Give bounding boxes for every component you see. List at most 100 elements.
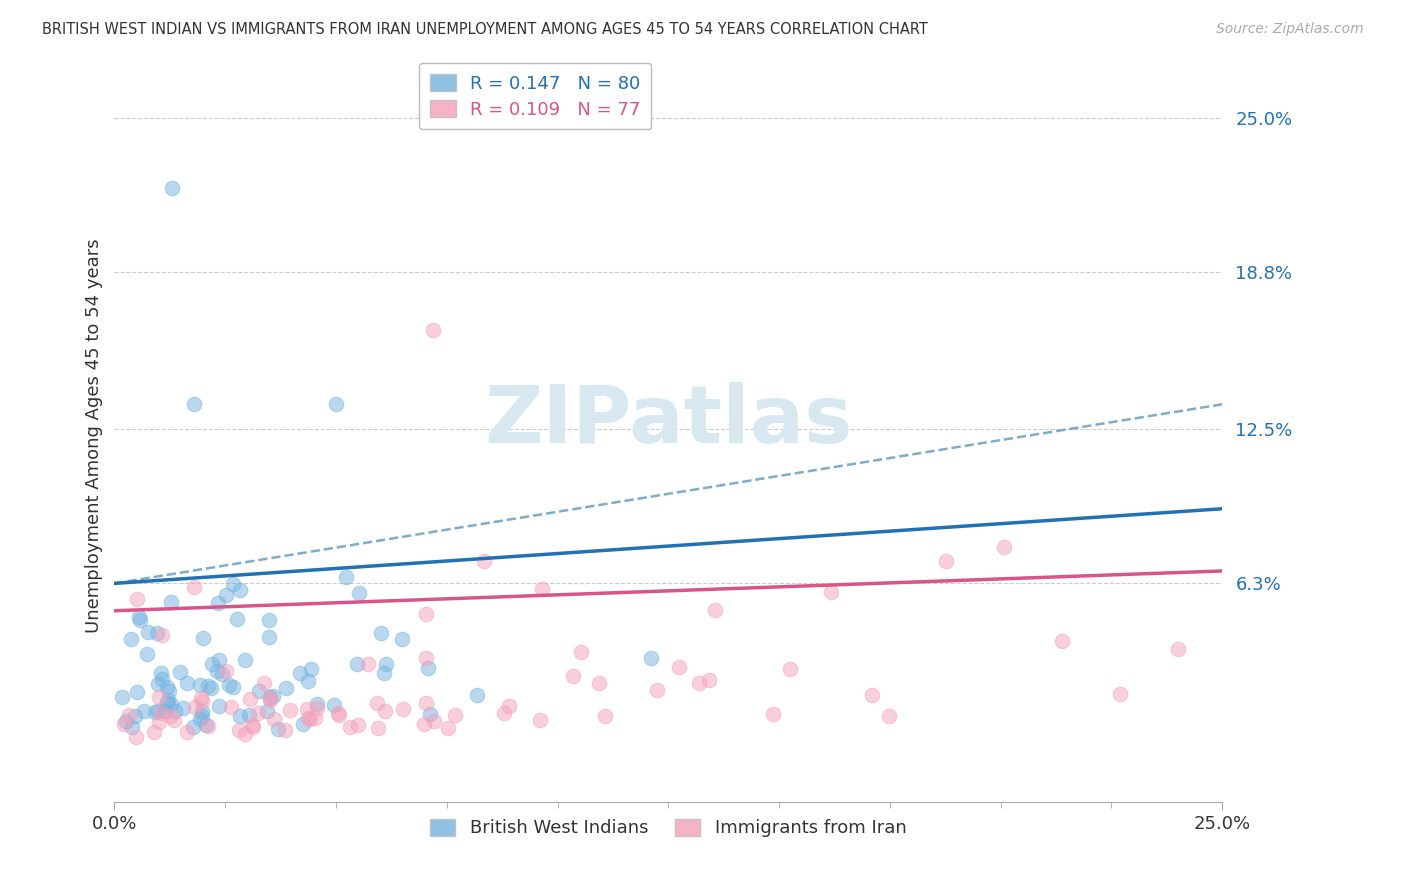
Point: [419, 706, 441, 721]
Point: [208, 653, 231, 667]
Point: [347, 585, 370, 599]
Point: [156, 680, 179, 694]
Point: [128, 610, 150, 624]
Point: [172, 701, 194, 715]
Point: [235, 653, 257, 667]
Point: [339, 720, 361, 734]
Point: [529, 713, 551, 727]
Point: [195, 718, 218, 732]
Point: [259, 690, 281, 705]
Point: [304, 711, 326, 725]
Point: [588, 675, 610, 690]
Point: [228, 582, 250, 597]
Point: [1109, 687, 1132, 701]
Point: [645, 683, 668, 698]
Point: [222, 577, 245, 591]
Point: [146, 704, 169, 718]
Point: [201, 657, 224, 672]
Point: [176, 675, 198, 690]
Point: [415, 696, 437, 710]
Point: [205, 665, 228, 679]
Point: [697, 673, 720, 687]
Point: [325, 397, 347, 411]
Point: [183, 580, 205, 594]
Point: [278, 702, 301, 716]
Point: [415, 650, 437, 665]
Point: [127, 685, 149, 699]
Point: [191, 704, 214, 718]
Point: [247, 706, 270, 721]
Point: [215, 665, 238, 679]
Point: [155, 704, 177, 718]
Point: [159, 709, 181, 723]
Point: [877, 709, 900, 723]
Point: [993, 541, 1015, 555]
Point: [299, 662, 322, 676]
Point: [190, 690, 212, 705]
Point: [150, 665, 173, 680]
Point: [307, 698, 329, 712]
Point: [498, 699, 520, 714]
Point: [225, 612, 247, 626]
Point: [257, 630, 280, 644]
Point: [159, 683, 181, 698]
Point: [422, 323, 444, 337]
Point: [328, 708, 350, 723]
Point: [373, 665, 395, 680]
Point: [150, 706, 173, 720]
Point: [367, 722, 389, 736]
Point: [150, 627, 173, 641]
Point: [820, 584, 842, 599]
Point: [143, 724, 166, 739]
Point: [132, 704, 155, 718]
Point: [191, 709, 214, 723]
Point: [188, 712, 211, 726]
Point: [370, 626, 392, 640]
Point: [562, 669, 585, 683]
Point: [145, 626, 167, 640]
Point: [111, 690, 134, 705]
Point: [242, 720, 264, 734]
Point: [326, 706, 349, 720]
Point: [357, 657, 380, 671]
Point: [569, 645, 592, 659]
Point: [188, 678, 211, 692]
Point: [779, 662, 801, 676]
Point: [305, 701, 328, 715]
Point: [375, 657, 398, 672]
Point: [465, 688, 488, 702]
Point: [228, 723, 250, 738]
Point: [146, 676, 169, 690]
Point: [688, 676, 710, 690]
Point: [252, 676, 274, 690]
Point: [157, 693, 180, 707]
Point: [392, 702, 415, 716]
Point: [437, 721, 460, 735]
Point: [415, 607, 437, 621]
Point: [640, 651, 662, 665]
Point: [169, 665, 191, 680]
Legend: British West Indians, Immigrants from Iran: British West Indians, Immigrants from Ir…: [423, 812, 914, 845]
Point: [184, 700, 207, 714]
Point: [276, 681, 298, 696]
Point: [160, 181, 183, 195]
Point: [183, 721, 205, 735]
Point: [267, 722, 290, 736]
Point: [263, 712, 285, 726]
Point: [262, 690, 284, 704]
Point: [207, 596, 229, 610]
Point: [218, 678, 240, 692]
Point: [160, 595, 183, 609]
Point: [935, 554, 957, 568]
Point: [208, 698, 231, 713]
Point: [143, 705, 166, 719]
Point: [136, 624, 159, 639]
Point: [299, 712, 322, 726]
Point: [259, 693, 281, 707]
Point: [163, 714, 186, 728]
Point: [222, 680, 245, 694]
Point: [323, 698, 346, 713]
Point: [112, 717, 135, 731]
Point: [335, 570, 357, 584]
Point: [295, 702, 318, 716]
